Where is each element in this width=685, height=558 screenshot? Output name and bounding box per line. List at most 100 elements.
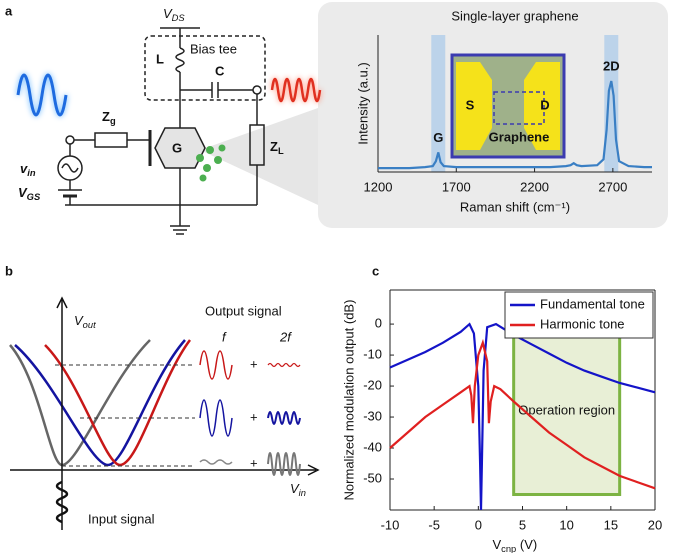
blue-curve [14,339,186,467]
gate-label: G [172,140,182,155]
y-tick-label: -40 [363,439,382,454]
wave [199,350,233,380]
vin-label: vin [20,161,36,178]
wave [267,452,301,476]
zg-label-sub: g [110,116,116,126]
channel-label: Graphene [489,129,550,144]
node [65,135,75,145]
y-tick-label: -20 [363,377,382,392]
bias-tee-label: Bias tee [190,41,237,56]
y-tick-label: 0 [375,316,382,331]
output-signal-label: Output signal [205,303,282,318]
y-axis-label: Vout [74,313,96,330]
x-tick-label: -10 [381,517,400,532]
x-axis-title: Vcnp (V) [493,537,538,553]
x-tick-label: 15 [604,517,618,532]
zg-label: Zg [102,109,116,126]
y-tick-label: -30 [363,408,382,423]
two-f-label: 2f [279,329,292,344]
electrode [524,62,560,150]
legend-label: Fundamental tone [540,296,645,311]
data-line [389,322,656,511]
molecule [203,164,211,172]
plus-sign: + [250,409,258,424]
zl-label-main: Z [270,139,278,154]
x-tick-label: 5 [519,517,526,532]
molecules [196,144,226,182]
wave [199,459,233,465]
x-tick-label: 1200 [364,179,393,194]
plus-sign: + [250,356,258,371]
transistor [154,127,206,169]
x-axis-title-sub: cnp [501,544,516,553]
input-wave [55,480,69,524]
legend-box [504,291,654,339]
source-label: S [466,97,475,112]
molecule [199,174,207,182]
wave [267,411,301,425]
peak-label: G [433,130,443,145]
y-tick-label: -50 [363,470,382,485]
x-tick-label: -5 [428,517,440,532]
x-tick-label: 2700 [598,179,627,194]
panel-label: c [372,263,379,278]
y-axis-label-sub: out [83,320,96,330]
y-tick-label: -10 [363,347,382,362]
molecule [206,146,214,154]
x-axis-title-main: V [493,537,502,552]
x-tick-label: 0 [475,517,482,532]
zl-label-sub: L [278,146,284,156]
vds-label-main: V [163,6,173,21]
x-tick-label: 10 [559,517,573,532]
wave [199,399,233,437]
vgs-label-main: V [18,185,28,200]
arrow [56,296,68,309]
y-axis-label-main: V [74,313,84,328]
drain-label: D [540,97,549,112]
region-label: Operation region [518,402,615,417]
electrode [456,62,492,150]
vin-label-main: v [20,161,28,176]
x-axis-title-unit: (V) [516,537,537,552]
vds-label: VDS [163,6,185,23]
inductor-label: L [156,51,164,66]
inductor [175,47,185,73]
x-axis-title: Raman shift (cm⁻¹) [460,199,570,214]
bias-tee-box [144,35,266,101]
chart-title: Single-layer graphene [451,8,578,23]
molecule [218,144,226,152]
zg-label-main: Z [102,109,110,124]
data-line [389,338,656,490]
vds-label-sub: DS [172,13,186,23]
gray-curve [9,339,151,467]
legend-label: Harmonic tone [540,316,625,331]
capacitor-label: C [215,63,225,78]
arrow [307,464,320,476]
device-image [450,53,566,159]
y-axis-title: Intensity (a.u.) [355,62,370,144]
x-tick-label: 20 [648,517,662,532]
x-tick-label: 2200 [520,179,549,194]
input-signal-label: Input signal [88,511,155,526]
molecule [214,156,222,164]
vgs-label: VGS [18,185,41,202]
output-wave [270,77,322,103]
input-wave [16,73,68,117]
gate-resistor [94,132,128,148]
panel-label: b [5,263,13,278]
zl-label: ZL [270,139,284,156]
x-tick-label: 1700 [442,179,471,194]
schematic [9,296,320,530]
circuit [57,27,266,235]
panel-label: a [5,3,13,18]
x-axis-label-sub: in [299,488,306,498]
molecule [196,154,204,162]
x-axis-label-main: V [290,481,300,496]
vgs-label-sub: GS [27,192,41,202]
ac-symbol [61,163,79,173]
plus-sign: + [250,455,258,470]
wave [267,362,301,368]
y-axis-title: Normalized modulation output (dB) [341,300,356,501]
f-label: f [222,329,227,344]
